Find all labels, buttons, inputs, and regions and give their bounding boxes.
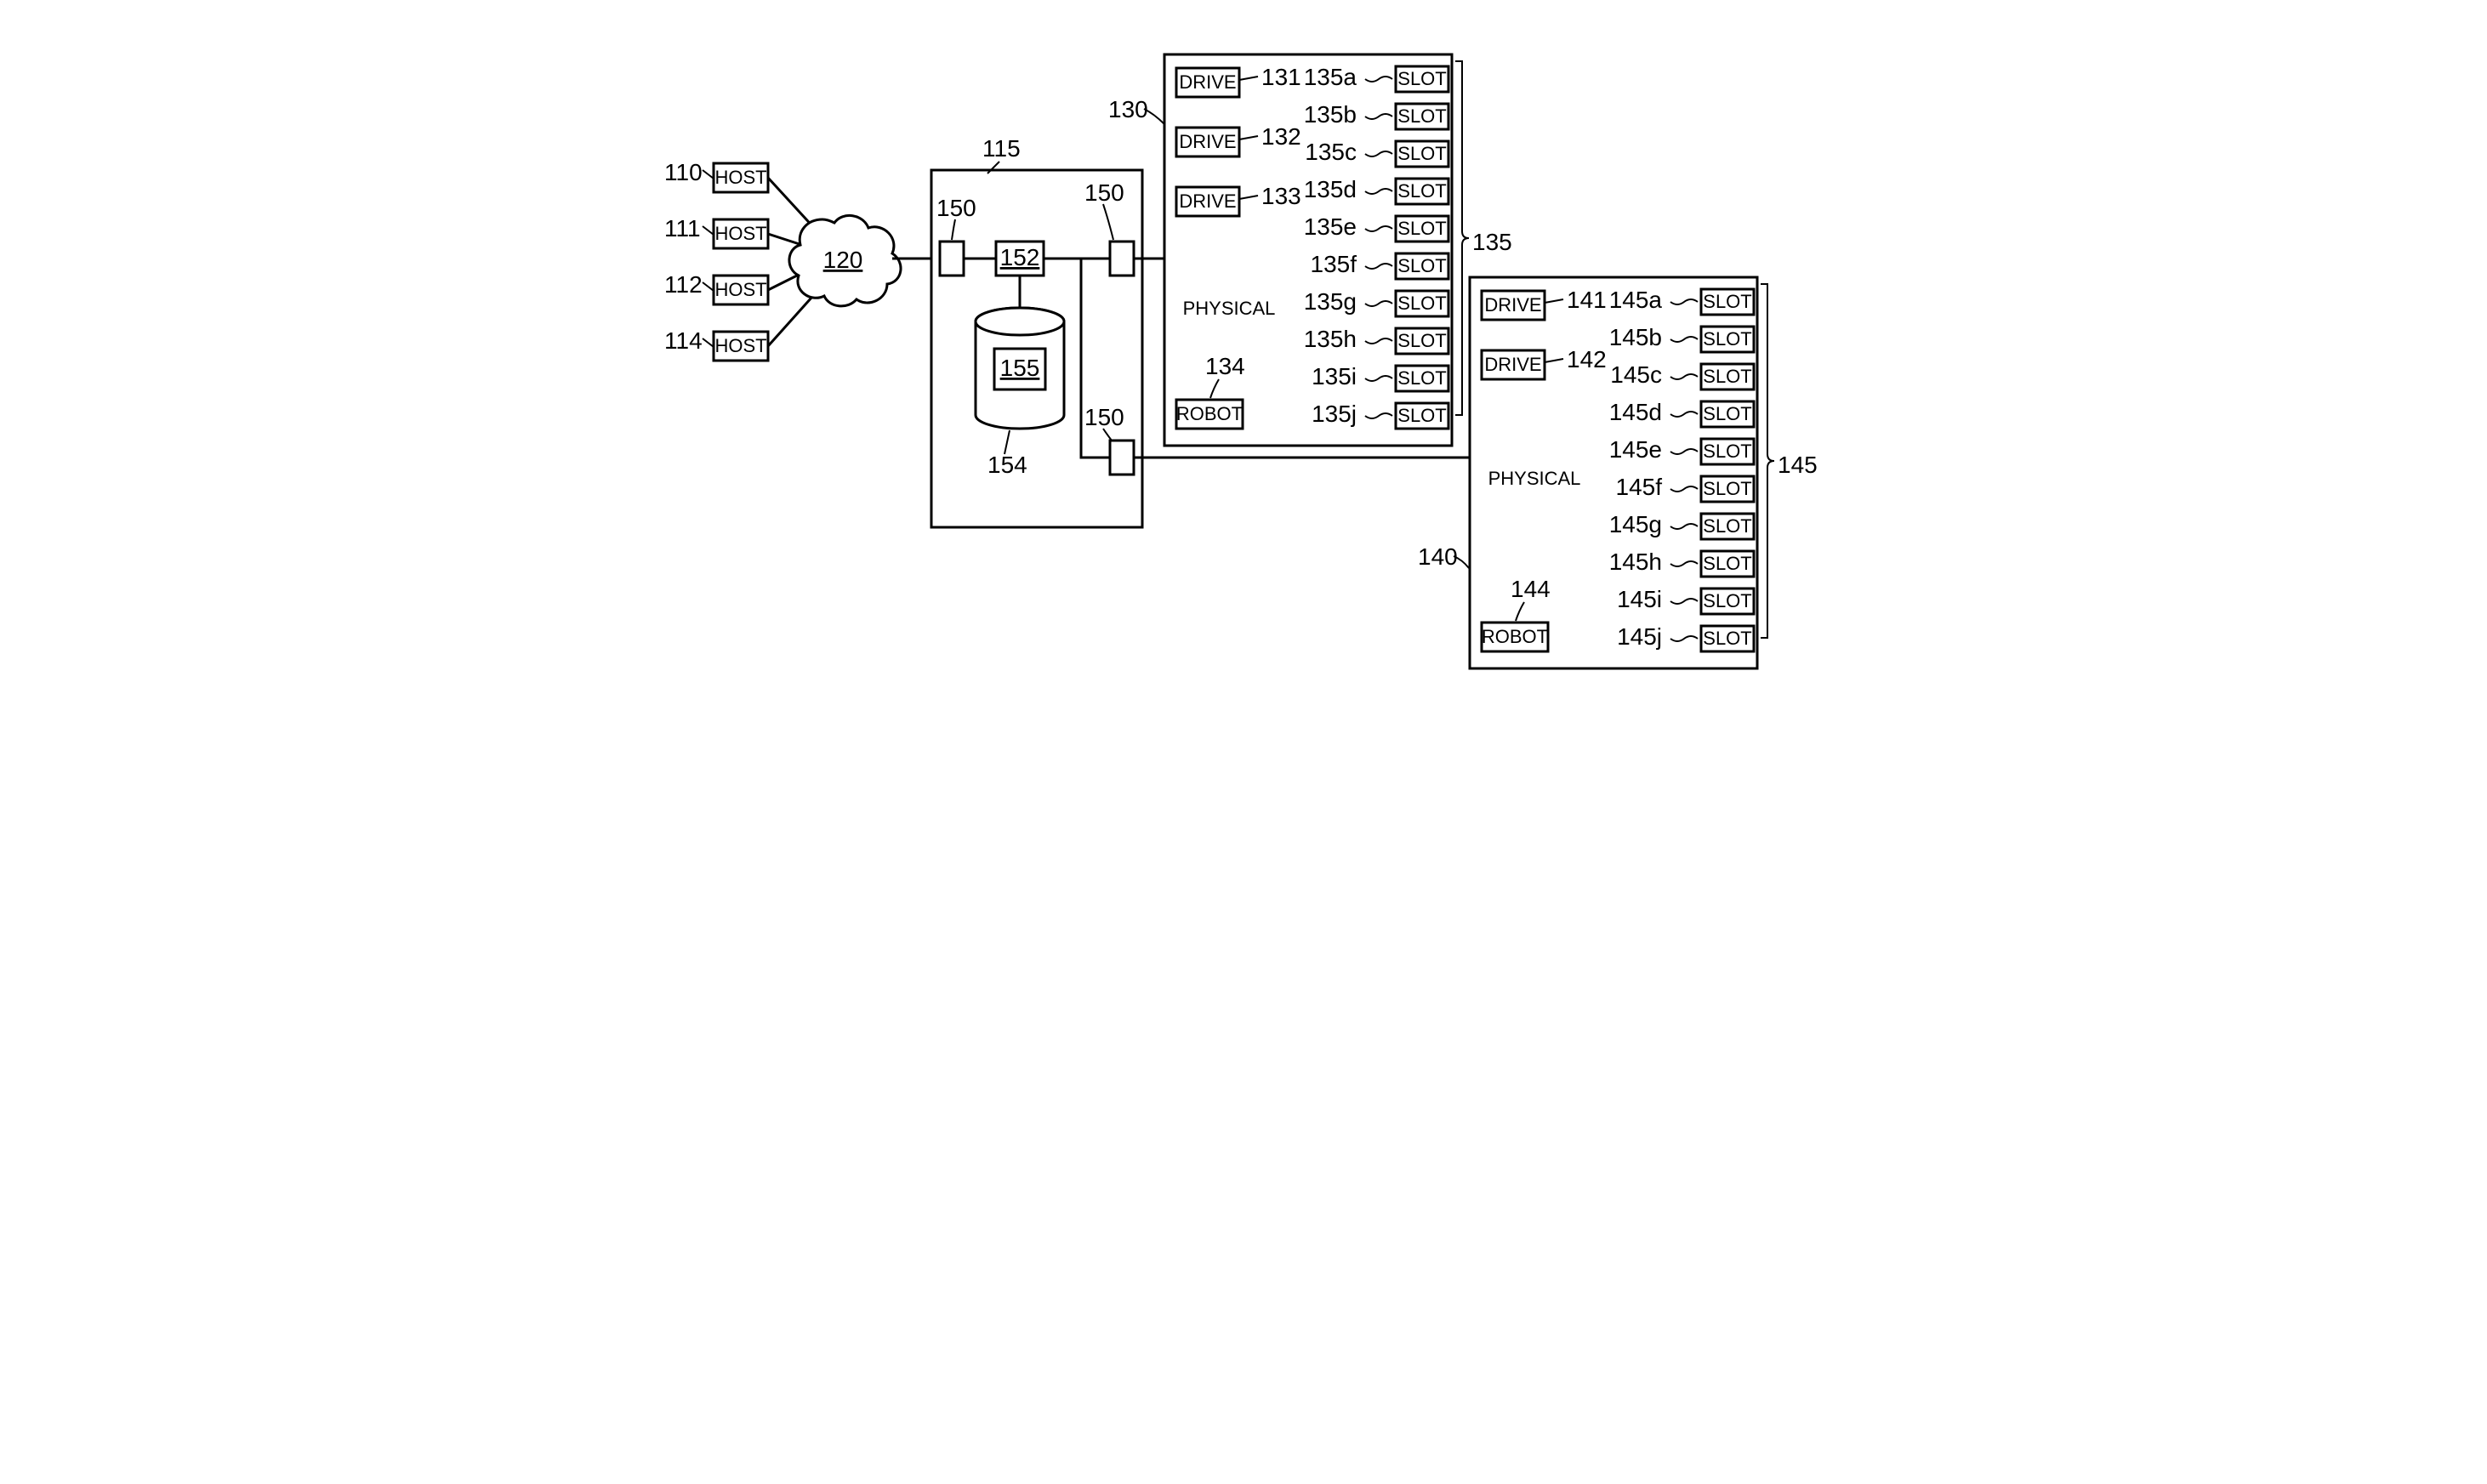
slot-label: SLOT — [1397, 293, 1446, 314]
slot-label: SLOT — [1397, 330, 1446, 351]
libb-slots-group-ref: 145 — [1778, 452, 1818, 478]
slot-label: SLOT — [1397, 255, 1446, 276]
slot-label: SLOT — [1397, 68, 1446, 89]
store-ref: 155 — [1000, 355, 1040, 381]
slot-label: SLOT — [1397, 405, 1446, 426]
libb-ref: 140 — [1418, 543, 1458, 570]
host-label-2: HOST — [714, 279, 766, 300]
library-a: 130 DRIVE 131 DRIVE 132 DRIVE 133 PHYSIC… — [1108, 54, 1512, 446]
port-right-lower — [1110, 441, 1134, 475]
library-b: 140 DRIVE 141 DRIVE 142 PHYSICAL ROBOT 1… — [1418, 277, 1818, 668]
liba-drive-1-ref: 132 — [1261, 123, 1301, 150]
cloud-ref: 120 — [823, 247, 863, 273]
slot-ref: 135e — [1304, 213, 1357, 240]
slot-ref: 135i — [1312, 363, 1357, 389]
host-ref-1: 111 — [664, 215, 701, 242]
host-label-3: HOST — [714, 335, 766, 356]
liba-drive-1-label: DRIVE — [1179, 131, 1236, 152]
liba-drives: DRIVE 131 DRIVE 132 DRIVE 133 — [1176, 64, 1301, 216]
liba-drive-0-label: DRIVE — [1179, 71, 1236, 93]
host-ref-0: 110 — [664, 159, 703, 185]
slot-ref: 145i — [1617, 586, 1662, 612]
slot-ref: 145h — [1609, 549, 1662, 575]
slot-ref: 145f — [1616, 474, 1663, 500]
diagram: 110 HOST 111 HOST 112 HOST 114 HOST 120 … — [622, 0, 1865, 706]
liba-caption: PHYSICAL — [1183, 298, 1276, 319]
slot-ref: 145d — [1609, 399, 1662, 425]
port-right-upper — [1110, 242, 1134, 276]
proc-ref: 152 — [1000, 244, 1040, 270]
controller: 115 150 150 150 152 155 154 — [931, 135, 1142, 527]
slot-ref: 135b — [1304, 101, 1357, 128]
slot-label: SLOT — [1703, 366, 1751, 387]
liba-ref: 130 — [1108, 96, 1148, 122]
slot-ref: 135h — [1304, 326, 1357, 352]
slot-ref: 135d — [1304, 176, 1357, 202]
liba-robot-label: ROBOT — [1176, 403, 1243, 424]
liba-drive-0-ref: 131 — [1261, 64, 1301, 90]
slot-label: SLOT — [1397, 218, 1446, 239]
libb-drive-0-ref: 141 — [1567, 287, 1607, 313]
slot-label: SLOT — [1703, 441, 1751, 462]
slot-label: SLOT — [1397, 143, 1446, 164]
host-label-1: HOST — [714, 223, 766, 244]
slot-label: SLOT — [1397, 180, 1446, 202]
slot-ref: 145a — [1609, 287, 1663, 313]
host-ref-3: 114 — [664, 327, 703, 354]
host-label-0: HOST — [714, 167, 766, 188]
slot-ref: 145c — [1610, 361, 1662, 388]
slot-ref: 135f — [1311, 251, 1357, 277]
slot-ref: 135c — [1305, 139, 1357, 165]
slot-label: SLOT — [1703, 478, 1751, 499]
disk: 155 — [976, 308, 1064, 429]
slot-label: SLOT — [1703, 628, 1751, 649]
slot-ref: 145g — [1609, 511, 1662, 537]
controller-ref: 115 — [982, 135, 1021, 162]
slot-ref: 135g — [1304, 288, 1357, 315]
libb-caption: PHYSICAL — [1488, 468, 1581, 489]
slot-label: SLOT — [1703, 328, 1751, 350]
slot-label: SLOT — [1703, 590, 1751, 611]
port-left — [940, 242, 964, 276]
slot-ref: 145j — [1617, 623, 1662, 650]
slot-ref: 145e — [1609, 436, 1662, 463]
liba-drive-2-ref: 133 — [1261, 183, 1301, 209]
slot-label: SLOT — [1703, 553, 1751, 574]
libb-drive-1-label: DRIVE — [1484, 354, 1541, 375]
network-cloud: 120 — [789, 215, 901, 305]
libb-drive-0-label: DRIVE — [1484, 294, 1541, 316]
slot-label: SLOT — [1397, 367, 1446, 389]
disk-ref: 154 — [987, 452, 1027, 478]
slot-ref: 135a — [1304, 64, 1357, 90]
liba-robot-ref: 134 — [1205, 353, 1245, 379]
slot-ref: 145b — [1609, 324, 1662, 350]
libb-drive-1-ref: 142 — [1567, 346, 1607, 372]
slot-label: SLOT — [1703, 403, 1751, 424]
slot-label: SLOT — [1703, 291, 1751, 312]
host-ref-2: 112 — [664, 271, 703, 298]
port-left-ref: 150 — [936, 195, 976, 221]
slot-label: SLOT — [1397, 105, 1446, 127]
port-rl-ref: 150 — [1084, 404, 1124, 430]
port-ru-ref: 150 — [1084, 179, 1124, 206]
slot-ref: 135j — [1312, 401, 1357, 427]
libb-robot-label: ROBOT — [1482, 626, 1548, 647]
slot-label: SLOT — [1703, 515, 1751, 537]
liba-slots-group-ref: 135 — [1472, 229, 1512, 255]
liba-drive-2-label: DRIVE — [1179, 190, 1236, 212]
libb-robot-ref: 144 — [1511, 576, 1551, 602]
